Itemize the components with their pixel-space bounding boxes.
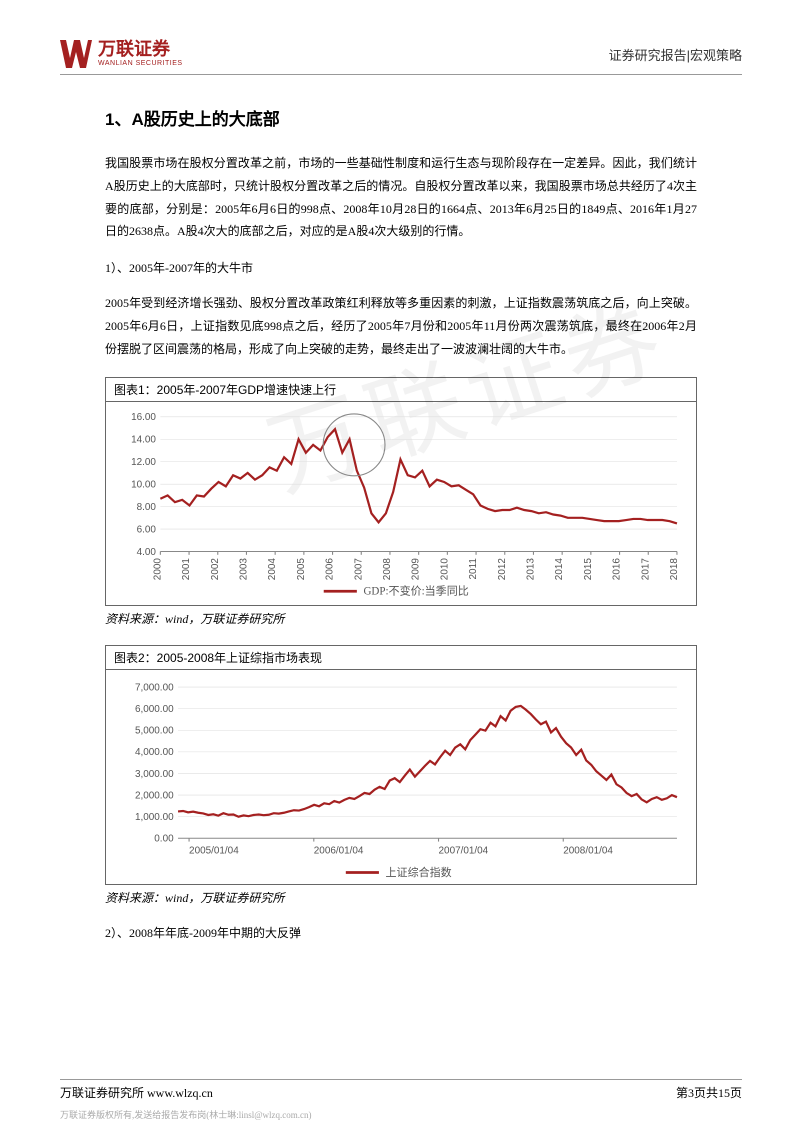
svg-text:2008: 2008 bbox=[382, 557, 393, 580]
subheading-2: 2）、2008年年底-2009年中期的大反弹 bbox=[105, 924, 697, 941]
svg-text:2006: 2006 bbox=[325, 557, 336, 580]
subheading-1: 1）、2005年-2007年的大牛市 bbox=[105, 259, 697, 276]
svg-text:2000: 2000 bbox=[152, 557, 163, 580]
svg-text:8.00: 8.00 bbox=[137, 501, 157, 512]
svg-text:GDP:不变价:当季同比: GDP:不变价:当季同比 bbox=[363, 583, 468, 597]
svg-text:2015: 2015 bbox=[583, 557, 594, 580]
copyright: 万联证券版权所有,发送给报告发布岗(林士琳:linsl@wlzq.com.cn) bbox=[60, 1108, 312, 1121]
chart-1-svg: 4.00 6.00 8.00 10.00 12.00 14.00 16.00 2000 2001… bbox=[114, 408, 688, 601]
chart-2-svg: 0.00 1,000.00 2,000.00 3,000.00 4,000.00 5,00… bbox=[114, 676, 688, 880]
svg-text:2007: 2007 bbox=[353, 557, 364, 580]
logo-text-cn: 万联证券 bbox=[98, 40, 183, 60]
svg-text:16.00: 16.00 bbox=[131, 412, 156, 423]
svg-text:2007/01/04: 2007/01/04 bbox=[439, 845, 489, 856]
svg-text:4.00: 4.00 bbox=[137, 546, 157, 557]
svg-text:1,000.00: 1,000.00 bbox=[135, 812, 174, 823]
svg-text:2018: 2018 bbox=[669, 557, 680, 580]
svg-text:6,000.00: 6,000.00 bbox=[135, 704, 174, 715]
svg-text:2004: 2004 bbox=[267, 557, 278, 580]
chart-2-title: 图表2：2005-2008年上证综指市场表现 bbox=[106, 646, 696, 670]
paragraph-1: 我国股票市场在股权分置改革之前，市场的一些基础性制度和运行生态与现阶段存在一定差… bbox=[105, 152, 697, 243]
svg-text:10.00: 10.00 bbox=[131, 479, 156, 490]
svg-text:2013: 2013 bbox=[525, 557, 536, 580]
page-footer: 万联证券研究所 www.wlzq.cn 第3页共15页 bbox=[60, 1079, 742, 1101]
paragraph-2: 2005年受到经济增长强劲、股权分置改革政策红利释放等多重因素的刺激，上证指数震… bbox=[105, 292, 697, 360]
logo: 万联证券 WANLIAN SECURITIES bbox=[60, 40, 183, 68]
svg-text:2012: 2012 bbox=[497, 557, 508, 580]
footer-left: 万联证券研究所 www.wlzq.cn bbox=[60, 1084, 213, 1101]
chart-1-title: 图表1：2005年-2007年GDP增速快速上行 bbox=[106, 378, 696, 402]
svg-text:14.00: 14.00 bbox=[131, 434, 156, 445]
svg-text:2008/01/04: 2008/01/04 bbox=[563, 845, 613, 856]
svg-text:12.00: 12.00 bbox=[131, 457, 156, 468]
svg-text:2,000.00: 2,000.00 bbox=[135, 790, 174, 801]
svg-text:2011: 2011 bbox=[468, 557, 479, 579]
svg-text:2014: 2014 bbox=[554, 557, 565, 580]
svg-text:2009: 2009 bbox=[411, 557, 422, 580]
svg-text:2010: 2010 bbox=[439, 557, 450, 580]
svg-text:0.00: 0.00 bbox=[154, 833, 174, 844]
svg-text:2005: 2005 bbox=[296, 557, 307, 580]
svg-text:2003: 2003 bbox=[238, 557, 249, 580]
svg-text:6.00: 6.00 bbox=[137, 524, 157, 535]
svg-text:4,000.00: 4,000.00 bbox=[135, 747, 174, 758]
chart-2-box: 图表2：2005-2008年上证综指市场表现 0.00 1,000.00 2,000… bbox=[105, 645, 697, 885]
svg-text:7,000.00: 7,000.00 bbox=[135, 682, 174, 693]
svg-text:3,000.00: 3,000.00 bbox=[135, 769, 174, 780]
page-header: 万联证券 WANLIAN SECURITIES 证券研究报告|宏观策略 bbox=[60, 40, 742, 75]
svg-text:5,000.00: 5,000.00 bbox=[135, 725, 174, 736]
svg-text:2017: 2017 bbox=[640, 557, 651, 580]
svg-text:2006/01/04: 2006/01/04 bbox=[314, 845, 364, 856]
footer-right: 第3页共15页 bbox=[676, 1084, 742, 1101]
report-type: 证券研究报告|宏观策略 bbox=[609, 45, 742, 64]
svg-text:上证综合指数: 上证综合指数 bbox=[386, 865, 452, 879]
section-title: 1、A股历史上的大底部 bbox=[105, 105, 697, 130]
chart-2-source: 资料来源：wind，万联证券研究所 bbox=[105, 889, 697, 906]
svg-text:2005/01/04: 2005/01/04 bbox=[189, 845, 239, 856]
svg-text:2001: 2001 bbox=[181, 557, 192, 580]
logo-icon bbox=[60, 40, 92, 68]
logo-text-en: WANLIAN SECURITIES bbox=[98, 60, 183, 68]
svg-text:2002: 2002 bbox=[210, 557, 221, 580]
svg-text:2016: 2016 bbox=[612, 557, 623, 580]
chart-1-box: 图表1：2005年-2007年GDP增速快速上行 4.00 6.00 8.00 10.… bbox=[105, 377, 697, 606]
chart-1-source: 资料来源：wind，万联证券研究所 bbox=[105, 610, 697, 627]
